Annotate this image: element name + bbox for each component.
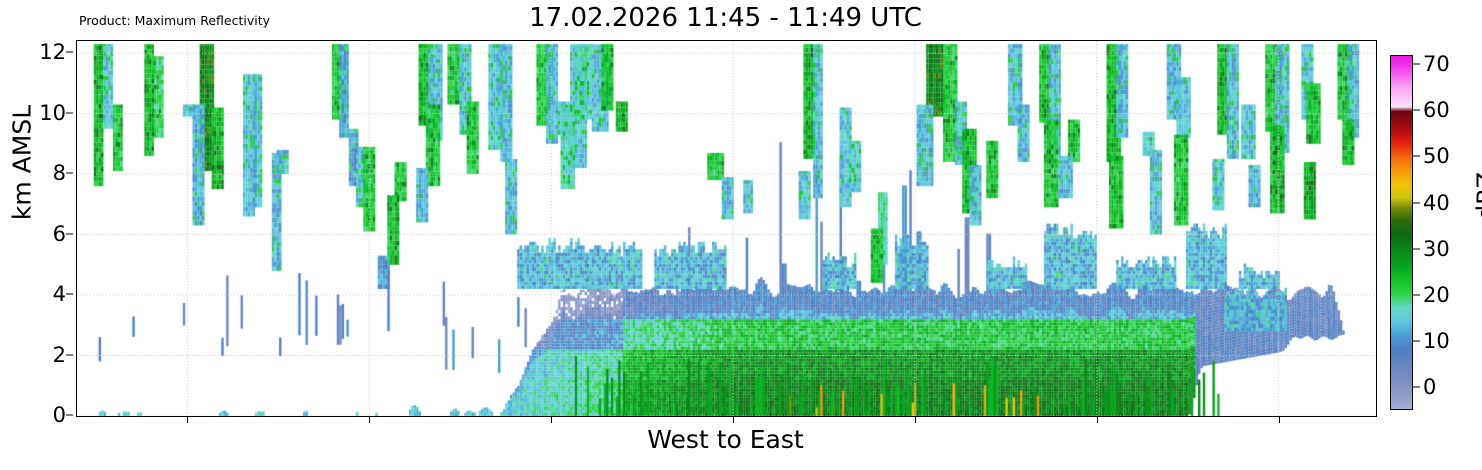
colorbar-tick-50: 50 (1423, 144, 1450, 169)
colorbar-tick-60: 60 (1423, 98, 1450, 123)
y-tick-mark (66, 112, 73, 114)
colorbar-tick-mark (1413, 294, 1420, 296)
y-axis-tick-10: 10 (39, 100, 66, 125)
y-tick-mark (66, 414, 73, 416)
x-tick-mark (369, 416, 371, 423)
x-tick-mark (914, 416, 916, 423)
colorbar-tick-mark (1413, 109, 1420, 111)
colorbar-tick-0: 0 (1423, 374, 1437, 399)
colorbar-tick-20: 20 (1423, 282, 1450, 307)
colorbar[interactable]: 0 10 20 30 40 50 60 70 (1390, 52, 1450, 410)
colorbar-tick-70: 70 (1423, 52, 1450, 77)
colorbar-tick-10: 10 (1423, 328, 1450, 353)
y-axis-label: km AMSL (7, 104, 37, 221)
x-axis-label: West to East (647, 425, 804, 454)
y-axis-tick-6: 6 (52, 221, 66, 246)
colorbar-tick-mark (1413, 202, 1420, 204)
y-axis-tick-labels: 0 2 4 6 8 10 12 (16, 40, 73, 427)
plot-area[interactable] (76, 40, 1377, 423)
colorbar-tick-mark (1413, 63, 1420, 65)
x-tick-mark (732, 416, 734, 423)
colorbar-tick-mark (1413, 155, 1420, 157)
colorbar-tick-30: 30 (1423, 236, 1450, 261)
colorbar-tick-mark (1413, 340, 1420, 342)
y-axis-tick-12: 12 (39, 40, 66, 65)
x-tick-mark (187, 416, 189, 423)
y-tick-mark (66, 233, 73, 235)
y-tick-mark (66, 354, 73, 356)
y-axis-tick-0: 0 (52, 403, 66, 427)
y-tick-mark (66, 51, 73, 53)
y-tick-mark (66, 172, 73, 174)
product-label: Product: Maximum Reflectivity (79, 13, 271, 28)
colorbar-tick-40: 40 (1423, 190, 1450, 215)
reflectivity-heatmap-canvas (77, 41, 1376, 416)
page-title: 17.02.2026 11:45 - 11:49 UTC (529, 3, 922, 33)
y-axis-tick-4: 4 (52, 282, 66, 307)
colorbar-tick-mark (1413, 386, 1420, 388)
colorbar-label: dBZ (1472, 171, 1482, 221)
x-tick-mark (551, 416, 553, 423)
colorbar-tick-mark (1413, 248, 1420, 250)
colorbar-gradient (1390, 55, 1413, 410)
y-tick-mark (66, 293, 73, 295)
y-axis-tick-2: 2 (52, 342, 66, 367)
x-tick-mark (1278, 416, 1280, 423)
x-tick-mark (1096, 416, 1098, 423)
y-axis-tick-8: 8 (52, 161, 66, 186)
